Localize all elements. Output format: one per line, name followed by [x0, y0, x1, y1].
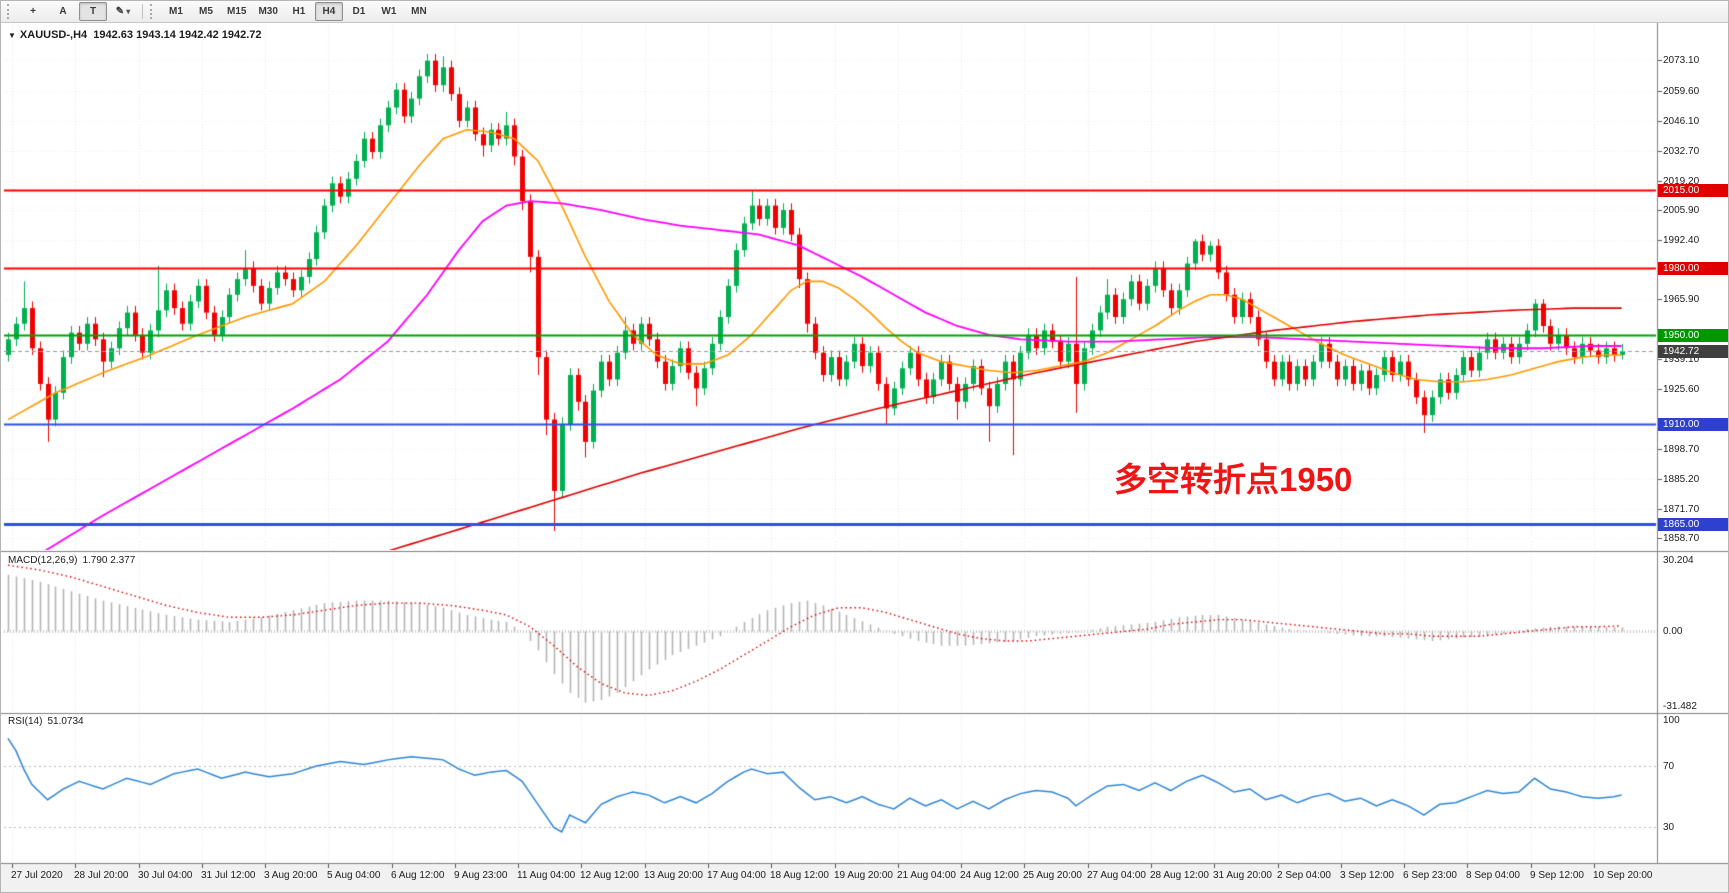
time-axis-label: 25 Aug 20:00 — [1023, 870, 1082, 881]
price-axis-label: 2073.10 — [1663, 55, 1700, 66]
time-axis-label: 13 Aug 20:00 — [644, 870, 703, 881]
price-axis-label: 1939.10 — [1663, 354, 1700, 365]
price-axis-label: 1965.90 — [1663, 294, 1700, 305]
timeframe-H1-button[interactable]: H1 — [292, 6, 306, 17]
time-axis-label: 18 Aug 12:00 — [770, 870, 829, 881]
time-axis-label: 12 Aug 12:00 — [580, 870, 639, 881]
chevron-down-icon: ▾ — [126, 7, 131, 16]
time-axis-label: 27 Aug 04:00 — [1087, 870, 1146, 881]
time-axis-label: 17 Aug 04:00 — [707, 870, 766, 881]
macd-indicator-label: MACD(12,26,9) 1.790 2.377 — [8, 555, 135, 566]
tool-text-box-button[interactable]: T — [79, 2, 107, 21]
collapse-triangle-icon[interactable]: ▼ — [8, 31, 16, 40]
time-axis-label: 31 Aug 20:00 — [1213, 870, 1272, 881]
rsi-indicator-label: RSI(14) 51.0734 — [8, 716, 84, 727]
tool-shapes-dropdown-button[interactable]: ✎ ▾ — [115, 6, 131, 17]
time-axis-label: 21 Aug 04:00 — [897, 870, 956, 881]
price-axis-label: 1925.60 — [1663, 384, 1700, 395]
time-axis-label: 3 Sep 12:00 — [1340, 870, 1394, 881]
price-axis-label: 1885.20 — [1663, 474, 1700, 485]
timeframe-M30-button[interactable]: M30 — [258, 6, 278, 17]
time-axis-label: 27 Jul 2020 — [11, 870, 63, 881]
price-axis-label: 2059.60 — [1663, 86, 1700, 97]
timeframes-group: M1 M5 M15 M30 H1 H4 D1 W1 MN — [161, 2, 434, 21]
time-axis-label: 10 Sep 20:00 — [1593, 870, 1653, 881]
rsi-scale-100: 100 — [1663, 715, 1680, 726]
time-axis-label: 6 Sep 23:00 — [1403, 870, 1457, 881]
symbol-period-label: XAUUSD-,H4 — [19, 29, 88, 41]
rsi-scale-70: 70 — [1663, 761, 1675, 772]
time-axis-label: 28 Aug 12:00 — [1150, 870, 1209, 881]
time-axis-label: 24 Aug 12:00 — [960, 870, 1019, 881]
chart-title: ▼ XAUUSD-,H4 1942.63 1943.14 1942.42 1942… — [8, 29, 262, 41]
time-axis-label: 6 Aug 12:00 — [391, 870, 445, 881]
time-axis-label: 9 Sep 12:00 — [1530, 870, 1584, 881]
timeframe-D1-button[interactable]: D1 — [352, 6, 366, 17]
price-badge: 1980.00 — [1658, 262, 1728, 275]
tool-crosshair-button[interactable]: + — [30, 6, 36, 17]
price-badge: 1910.00 — [1658, 418, 1728, 431]
macd-scale-max: 30.204 — [1663, 555, 1694, 566]
price-axis-label: 1898.70 — [1663, 444, 1700, 455]
drawing-tools-group: + A T ✎ ▾ — [18, 2, 138, 21]
toolbar-drag-handle[interactable] — [7, 4, 15, 19]
timeframe-H4-button[interactable]: H4 — [314, 2, 343, 21]
time-axis-label: 5 Aug 04:00 — [327, 870, 381, 881]
price-axis-label: 1858.70 — [1663, 533, 1700, 544]
timeframe-MN-button[interactable]: MN — [411, 6, 427, 17]
price-badge: 1865.00 — [1658, 518, 1728, 531]
price-axis-label: 2019.20 — [1663, 176, 1700, 187]
price-axis-label: 1871.70 — [1663, 504, 1700, 515]
timeframe-W1-button[interactable]: W1 — [381, 6, 397, 17]
chart-region: ▼ XAUUSD-,H4 1942.63 1943.14 1942.42 1942… — [1, 23, 1728, 892]
macd-values: 1.790 2.377 — [82, 555, 136, 566]
rsi-value: 51.0734 — [47, 716, 84, 727]
macd-name: MACD(12,26,9) — [8, 555, 78, 566]
time-axis-label: 31 Jul 12:00 — [201, 870, 256, 881]
top-toolbar: + A T ✎ ▾ M1 M5 M15 M30 H1 H4 D1 W1 MN — [1, 1, 1728, 23]
price-axis-label: 2046.10 — [1663, 116, 1700, 127]
price-axis-label: 2032.70 — [1663, 146, 1700, 157]
tool-text-annotation-button[interactable]: A — [59, 6, 67, 17]
time-axis-label: 9 Aug 23:00 — [454, 870, 508, 881]
macd-scale-min: -31.482 — [1663, 701, 1697, 712]
time-axis-label: 28 Jul 20:00 — [74, 870, 129, 881]
price-badge: 1942.72 — [1658, 345, 1728, 358]
price-badge: 1950.00 — [1658, 329, 1728, 342]
price-axis-label: 1992.40 — [1663, 235, 1700, 246]
toolbar-drag-handle-2[interactable] — [150, 4, 158, 19]
timeframe-M1-button[interactable]: M1 — [169, 6, 183, 17]
time-axis-label: 30 Jul 04:00 — [138, 870, 193, 881]
time-axis-label: 8 Sep 04:00 — [1466, 870, 1520, 881]
time-axis-label: 2 Sep 04:00 — [1277, 870, 1331, 881]
timeframe-M5-button[interactable]: M5 — [199, 6, 213, 17]
price-axis-label: 2005.90 — [1663, 205, 1700, 216]
chart-canvas[interactable] — [1, 23, 1728, 892]
price-badge: 2015.00 — [1658, 184, 1728, 197]
time-axis-label: 3 Aug 20:00 — [264, 870, 318, 881]
rsi-scale-30: 30 — [1663, 822, 1675, 833]
ohlc-values: 1942.63 1943.14 1942.42 1942.72 — [93, 29, 262, 41]
time-axis-label: 19 Aug 20:00 — [834, 870, 893, 881]
toolbar-separator — [142, 4, 143, 19]
timeframe-M15-button[interactable]: M15 — [227, 6, 247, 17]
rsi-name: RSI(14) — [8, 716, 43, 727]
macd-scale-zero: 0.00 — [1663, 626, 1683, 637]
chart-annotation-text[interactable]: 多空转折点1950 — [1114, 461, 1353, 498]
time-axis-label: 11 Aug 04:00 — [517, 870, 576, 881]
